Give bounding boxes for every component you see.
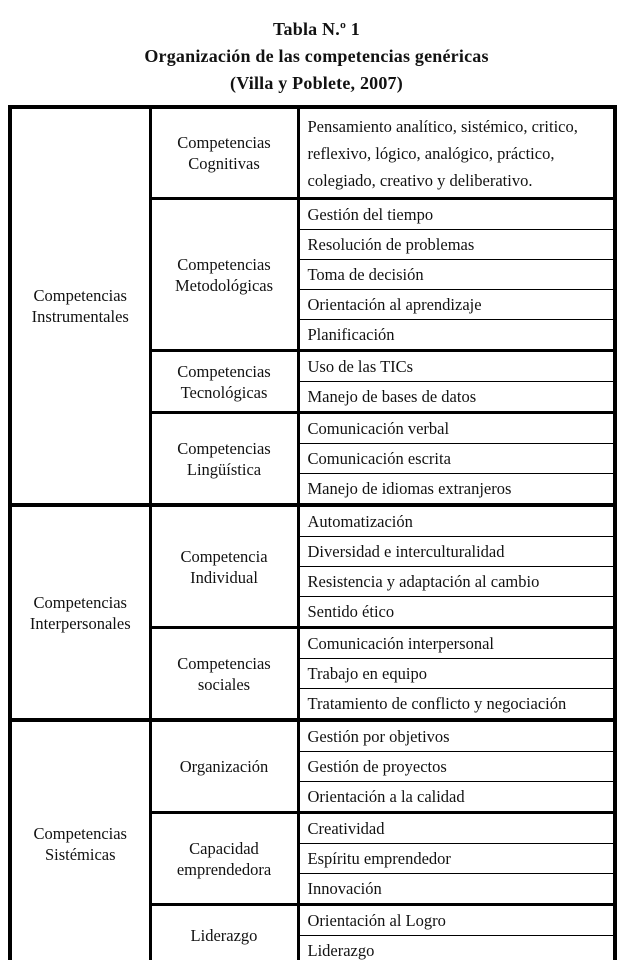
sub-cell: Organización — [148, 718, 300, 814]
table-row: Manejo de idiomas extranjeros — [10, 473, 616, 506]
table-row: Trabajo en equipo — [10, 658, 616, 689]
item-cell: Trabajo en equipo — [297, 658, 616, 689]
item-cell: Creatividad — [297, 811, 616, 844]
table-row: Toma de decisión — [10, 259, 616, 290]
item-cell: Espíritu emprendedor — [297, 843, 616, 874]
table-row: Competencias Lingüística Comunicación ve… — [10, 411, 616, 507]
sub-cell: Competencias Tecnológicas — [148, 349, 300, 414]
sub-cell: Capacidad emprendedora — [148, 811, 300, 906]
item-cell: Comunicación escrita — [297, 443, 616, 474]
table-row: Resolución de problemas — [10, 229, 616, 260]
table-source: (Villa y Poblete, 2007) — [230, 73, 403, 93]
item-cell: Toma de decisión — [297, 259, 616, 290]
item-cell: Diversidad e interculturalidad — [297, 536, 616, 567]
table-row: Tratamiento de conflicto y negociación — [10, 688, 616, 721]
item-cell: Resistencia y adaptación al cambio — [297, 566, 616, 597]
table-title: Organización de las competencias genéric… — [144, 46, 489, 66]
table-row: Resistencia y adaptación al cambio — [10, 566, 616, 597]
sub-cell: Competencias sociales — [148, 626, 300, 722]
table-row: Competencias Instrumentales Competencias… — [8, 105, 616, 507]
table-row: Innovación — [10, 873, 616, 905]
table-title-block: Tabla N.º 1 Organización de las competen… — [12, 0, 622, 97]
item-cell: Orientación al aprendizaje — [297, 289, 616, 320]
item-cell: Sentido ético — [297, 596, 616, 628]
sub-cell: Competencias Lingüística — [148, 411, 300, 507]
table-row: Comunicación escrita — [10, 443, 616, 474]
item-cell: Liderazgo — [297, 935, 616, 960]
group-cell: Competencias Instrumentales — [8, 105, 152, 507]
table-row: Sentido ético — [10, 596, 616, 628]
competencias-table: Competencias Instrumentales Competencias… — [8, 105, 617, 960]
item-cell: Comunicación interpersonal — [297, 626, 616, 659]
item-cell: Planificación — [297, 319, 616, 351]
item-cell: Gestión del tiempo — [297, 197, 616, 230]
sub-cell: Liderazgo — [148, 903, 300, 960]
sub-cell: Competencia Individual — [148, 503, 300, 629]
table-row: Competencias Metodológicas Gestión del t… — [10, 197, 616, 352]
sub-cell: Competencias Cognitivas — [148, 105, 300, 200]
table-number: Tabla N.º 1 — [272, 19, 360, 39]
table-row: Competencias sociales Comunicación inter… — [10, 626, 616, 722]
table-row: Competencias Sistémicas Organización Ges… — [8, 718, 616, 960]
item-cell: Resolución de problemas — [297, 229, 616, 260]
table-row: Liderazgo Orientación al Logro — [10, 903, 616, 960]
table-row: Manejo de bases de datos — [10, 381, 616, 413]
item-cell: Comunicación verbal — [297, 411, 616, 444]
item-cell: Innovación — [297, 873, 616, 905]
item-cell: Pensamiento analítico, sistémico, critic… — [297, 106, 616, 199]
item-cell: Gestión de proyectos — [297, 751, 616, 782]
item-cell: Orientación a la calidad — [297, 781, 616, 813]
table-row: Competencias Interpersonales Competencia… — [8, 503, 616, 722]
item-cell: Manejo de bases de datos — [297, 381, 616, 413]
group-cell: Competencias Sistémicas — [8, 718, 152, 960]
item-cell: Manejo de idiomas extranjeros — [297, 473, 616, 506]
table-row: Liderazgo — [10, 935, 616, 960]
sub-cell: Competencias Metodológicas — [148, 197, 300, 352]
item-cell: Uso de las TICs — [297, 349, 616, 382]
table-row: Gestión de proyectos — [10, 751, 616, 782]
table-row: Orientación a la calidad — [10, 781, 616, 813]
item-cell: Automatización — [297, 503, 616, 537]
table-row: Capacidad emprendedora Creatividad — [10, 811, 616, 906]
item-cell: Orientación al Logro — [297, 903, 616, 936]
table-row: Competencias Tecnológicas Uso de las TIC… — [10, 349, 616, 414]
item-cell: Tratamiento de conflicto y negociación — [297, 688, 616, 721]
group-cell: Competencias Interpersonales — [8, 503, 152, 722]
item-cell: Gestión por objetivos — [297, 718, 616, 752]
